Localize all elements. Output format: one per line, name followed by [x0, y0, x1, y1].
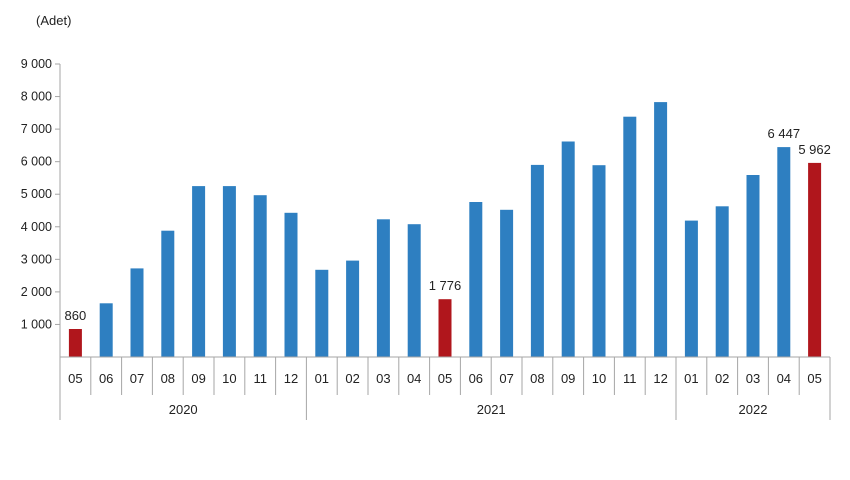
x-tick-label: 11: [253, 371, 267, 386]
bar: [315, 269, 329, 357]
x-tick-label: 07: [130, 371, 144, 386]
bar: [222, 186, 236, 357]
bar: [99, 303, 113, 357]
bar: [469, 202, 483, 357]
bar: [438, 299, 452, 357]
x-tick-label: 04: [407, 371, 421, 386]
year-group-label: 2020: [169, 402, 198, 417]
y-tick-label: 3 000: [21, 252, 52, 266]
bar: [777, 147, 791, 357]
x-tick-label: 02: [715, 371, 729, 386]
data-label: 5 962: [798, 142, 831, 157]
x-tick-label: 03: [746, 371, 760, 386]
bar: [376, 219, 390, 357]
x-tick-label: 03: [376, 371, 390, 386]
bar: [715, 206, 729, 357]
x-tick-label: 12: [653, 371, 667, 386]
bar: [623, 116, 637, 357]
bar: [654, 102, 668, 357]
year-group-label: 2021: [477, 402, 506, 417]
y-tick-label: 6 000: [21, 155, 52, 169]
x-tick-label: 06: [469, 371, 483, 386]
bar: [346, 260, 360, 357]
y-tick-label: 1 000: [21, 317, 52, 331]
y-axis: 9 000 8 000 7 000 6 000 5 000 4 000 3 000 2 000…: [21, 57, 61, 357]
y-tick-label: 5 000: [21, 187, 52, 201]
bar: [530, 164, 544, 357]
x-tick-label: 07: [499, 371, 513, 386]
x-tick-label: 11: [623, 371, 637, 386]
bar: [192, 186, 206, 357]
x-axis: 05 06 07 08 09 10 11 12 01 02 03 04 05 06 07 08 09 10 11 12…: [59, 356, 831, 420]
x-tick-label: 05: [807, 371, 821, 386]
x-tick-label: 04: [777, 371, 791, 386]
x-tick-label: 10: [592, 371, 606, 386]
x-tick-label: 12: [284, 371, 298, 386]
data-label: 860: [65, 308, 87, 323]
bar: [68, 329, 82, 357]
bar: [684, 220, 698, 357]
x-tick-label: 05: [68, 371, 82, 386]
bar: [808, 162, 822, 357]
bar: [161, 230, 175, 357]
bar: [284, 212, 298, 357]
y-tick-label: 2 000: [21, 285, 52, 299]
bar: [130, 268, 144, 357]
bar: [253, 195, 267, 357]
y-tick-label: 4 000: [21, 220, 52, 234]
x-tick-label: 09: [191, 371, 205, 386]
unit-label: (Adet): [36, 13, 71, 28]
data-label: 1 776: [429, 278, 462, 293]
x-tick-label: 09: [561, 371, 575, 386]
x-tick-label: 01: [315, 371, 329, 386]
x-tick-label: 01: [684, 371, 698, 386]
bar: [500, 209, 514, 357]
bar: [407, 224, 421, 357]
bar: [746, 175, 760, 357]
x-tick-label: 06: [99, 371, 113, 386]
x-tick-label: 02: [345, 371, 359, 386]
x-tick-label: 10: [222, 371, 236, 386]
year-group-label: 2022: [739, 402, 768, 417]
bar: [561, 141, 575, 357]
x-tick-label: 08: [161, 371, 175, 386]
bars: [68, 102, 822, 357]
data-label: 6 447: [768, 126, 801, 141]
y-tick-label: 7 000: [21, 122, 52, 136]
x-tick-label: 08: [530, 371, 544, 386]
y-tick-label: 8 000: [21, 90, 52, 104]
bar: [592, 165, 606, 357]
x-tick-label: 05: [438, 371, 452, 386]
y-tick-label: 9 000: [21, 57, 52, 71]
